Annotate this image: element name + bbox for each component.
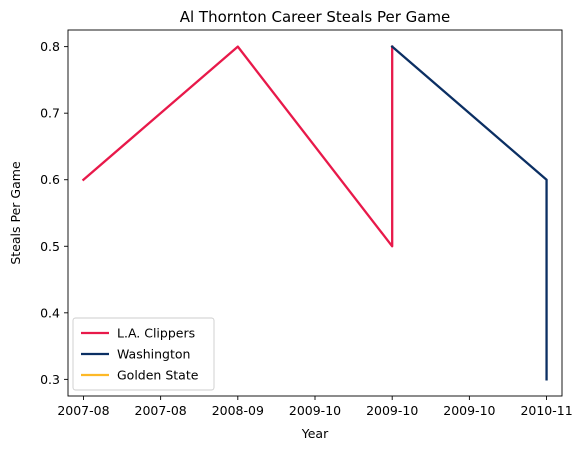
x-tick-label: 2007-08 — [57, 403, 109, 418]
y-axis-label: Steals Per Game — [8, 161, 23, 265]
y-tick-label: 0.8 — [40, 39, 60, 54]
x-tick-label: 2008-09 — [212, 403, 264, 418]
y-tick-label: 0.4 — [40, 305, 60, 320]
x-tick-label: 2009-10 — [366, 403, 418, 418]
x-tick-label: 2009-10 — [443, 403, 495, 418]
y-tick-label: 0.5 — [40, 239, 60, 254]
x-tick-label: 2007-08 — [135, 403, 187, 418]
x-axis-label: Year — [301, 426, 329, 441]
x-tick-label: 2009-10 — [289, 403, 341, 418]
legend-label-golden-state: Golden State — [117, 368, 199, 383]
y-tick-label: 0.7 — [40, 106, 60, 121]
y-tick-label: 0.6 — [40, 172, 60, 187]
x-tick-label: 2010-11 — [520, 403, 572, 418]
legend: L.A. Clippers Washington Golden State — [73, 318, 214, 390]
chart-title: Al Thornton Career Steals Per Game — [180, 8, 451, 26]
y-tick-label: 0.3 — [40, 372, 60, 387]
legend-label-washington: Washington — [117, 347, 190, 362]
legend-label-l-a-clippers: L.A. Clippers — [117, 326, 195, 341]
